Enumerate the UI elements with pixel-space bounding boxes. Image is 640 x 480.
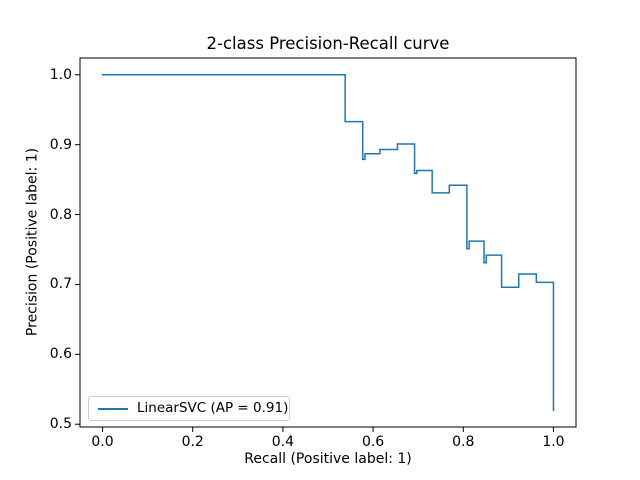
x-tick-label: 0.0	[91, 434, 114, 450]
y-tick-label: 0.7	[49, 276, 72, 293]
x-tick-label: 0.4	[271, 434, 295, 450]
x-tick-label: 0.6	[361, 434, 385, 450]
pr-curve-linearsvc	[101, 74, 555, 411]
y-axis-label: Precision (Positive label: 1)	[24, 147, 41, 337]
x-tick-label: 0.2	[181, 434, 204, 450]
legend-label: LinearSVC (AP = 0.91)	[137, 400, 289, 416]
y-tick-label: 0.6	[49, 346, 72, 363]
axes-box	[79, 57, 577, 428]
x-axis-label: Recall (Positive label: 1)	[244, 451, 412, 467]
x-tick-label: 0.8	[452, 434, 475, 450]
x-tick-label: 1.0	[542, 434, 565, 450]
y-tick-label: 0.9	[49, 136, 72, 153]
y-tick-label: 0.5	[49, 416, 72, 433]
tick-marks	[75, 74, 554, 432]
chart-title: 2-class Precision-Recall curve	[206, 34, 450, 53]
legend-line-sample	[98, 407, 128, 410]
legend: LinearSVC (AP = 0.91)	[88, 396, 290, 421]
y-tick-label: 0.8	[49, 206, 72, 223]
y-tick-label: 1.0	[49, 66, 72, 83]
